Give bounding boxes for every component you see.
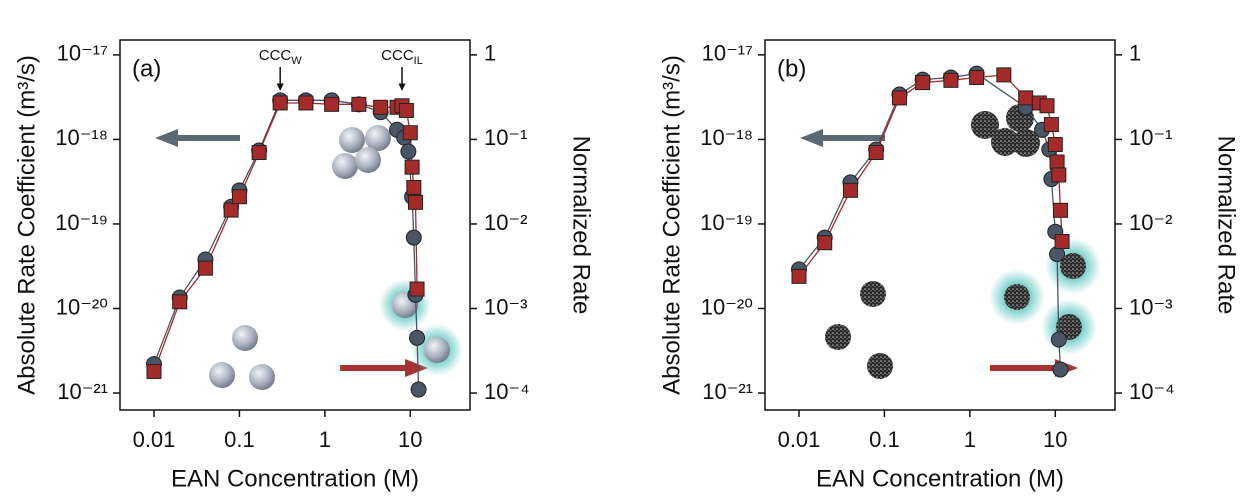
square-marker xyxy=(1052,202,1068,218)
y2-tick-label: 10⁻¹ xyxy=(484,125,527,150)
square-marker xyxy=(1018,90,1034,106)
arrowhead xyxy=(155,129,178,147)
particles xyxy=(825,104,1101,379)
arrowhead xyxy=(800,129,823,147)
circle-marker xyxy=(1050,331,1067,348)
y2-tick-label: 10⁻⁴ xyxy=(1129,379,1175,404)
square-marker xyxy=(1047,137,1063,153)
annotation: CCCW xyxy=(259,47,303,67)
square-marker xyxy=(915,75,931,91)
square-marker xyxy=(969,70,985,86)
y-tick-label: 10⁻¹⁸ xyxy=(55,125,108,150)
x-tick-label: 0.01 xyxy=(778,427,821,452)
y2-tick-label: 10⁻³ xyxy=(1129,294,1172,319)
square-marker xyxy=(1054,234,1070,250)
square-marker xyxy=(842,182,858,198)
y-tick-label: 10⁻²⁰ xyxy=(56,294,108,319)
square-marker xyxy=(791,268,807,284)
panel-label: (b) xyxy=(777,55,806,82)
annotation-sub: W xyxy=(291,55,302,67)
circle-marker xyxy=(405,229,422,246)
y-axis-label: Absolute Rate Coefficient (m³/s) xyxy=(658,55,685,395)
y2-tick-label: 10⁻² xyxy=(1129,210,1172,235)
y2-axis-label: Normalized Rate xyxy=(568,136,595,315)
square-marker xyxy=(402,125,418,141)
square-marker xyxy=(943,72,959,88)
square-marker xyxy=(251,145,267,161)
annotation-text: CCC xyxy=(381,47,414,64)
circle-marker xyxy=(409,329,426,346)
square-marker xyxy=(1051,167,1067,183)
x-tick-label: 10 xyxy=(398,427,422,452)
y-tick-label: 10⁻²¹ xyxy=(57,379,108,404)
square-marker xyxy=(373,99,389,115)
annotation-sub: IL xyxy=(414,55,423,67)
y-tick-label: 10⁻¹⁹ xyxy=(700,210,753,235)
square-marker xyxy=(409,281,425,297)
plot-frame xyxy=(764,39,1116,411)
y-axis-label: Absolute Rate Coefficient (m³/s) xyxy=(13,55,40,395)
x-tick-label: 0.1 xyxy=(869,427,900,452)
decorations xyxy=(155,104,1101,390)
square-marker xyxy=(172,294,188,310)
square-marker xyxy=(868,145,884,161)
circle-marker xyxy=(410,381,427,398)
annotation: CCCIL xyxy=(381,47,423,67)
square-marker xyxy=(351,96,367,112)
y2-tick-label: 10⁻¹ xyxy=(1129,125,1172,150)
square-marker xyxy=(891,90,907,106)
x-tick-label: 1 xyxy=(319,427,331,452)
x-tick-label: 1 xyxy=(964,427,976,452)
square-marker xyxy=(404,159,420,175)
square-marker xyxy=(298,95,314,111)
x-axis-label: EAN Concentration (M) xyxy=(171,465,419,492)
square-marker xyxy=(146,363,162,379)
square-marker xyxy=(406,179,422,195)
y2-tick-label: 1 xyxy=(1129,41,1141,66)
particles xyxy=(209,125,463,390)
x-tick-label: 0.01 xyxy=(133,427,176,452)
plot-frame xyxy=(119,39,471,411)
x-axis-label: EAN Concentration (M) xyxy=(816,465,1064,492)
y-tick-label: 10⁻¹⁷ xyxy=(702,41,753,66)
y2-axis-label: Normalized Rate xyxy=(1213,136,1240,315)
square-marker xyxy=(1049,154,1065,170)
x-tick-label: 10 xyxy=(1043,427,1067,452)
square-marker xyxy=(197,260,213,276)
arrowhead xyxy=(405,359,428,377)
panel-label: (a) xyxy=(132,55,161,82)
y2-tick-label: 10⁻² xyxy=(484,210,527,235)
square-marker xyxy=(324,96,340,112)
square-marker xyxy=(407,194,423,210)
y-tick-label: 10⁻²¹ xyxy=(702,379,753,404)
square-marker xyxy=(272,95,288,111)
square-marker xyxy=(1039,98,1055,114)
square-marker xyxy=(231,189,247,205)
y-tick-label: 10⁻¹⁷ xyxy=(57,41,108,66)
y2-tick-label: 10⁻³ xyxy=(484,294,527,319)
square-marker xyxy=(817,235,833,251)
circle-marker xyxy=(1052,361,1069,378)
annotation-text: CCC xyxy=(259,47,292,64)
y-tick-label: 10⁻¹⁸ xyxy=(700,125,753,150)
y-tick-label: 10⁻²⁰ xyxy=(701,294,753,319)
y2-tick-label: 10⁻⁴ xyxy=(484,379,530,404)
square-marker xyxy=(996,67,1012,83)
square-marker xyxy=(398,102,414,118)
square-marker xyxy=(223,202,239,218)
circle-marker xyxy=(400,143,417,160)
square-marker xyxy=(1043,117,1059,133)
x-tick-label: 0.1 xyxy=(224,427,255,452)
y-tick-label: 10⁻¹⁹ xyxy=(55,210,108,235)
y2-tick-label: 1 xyxy=(484,41,496,66)
